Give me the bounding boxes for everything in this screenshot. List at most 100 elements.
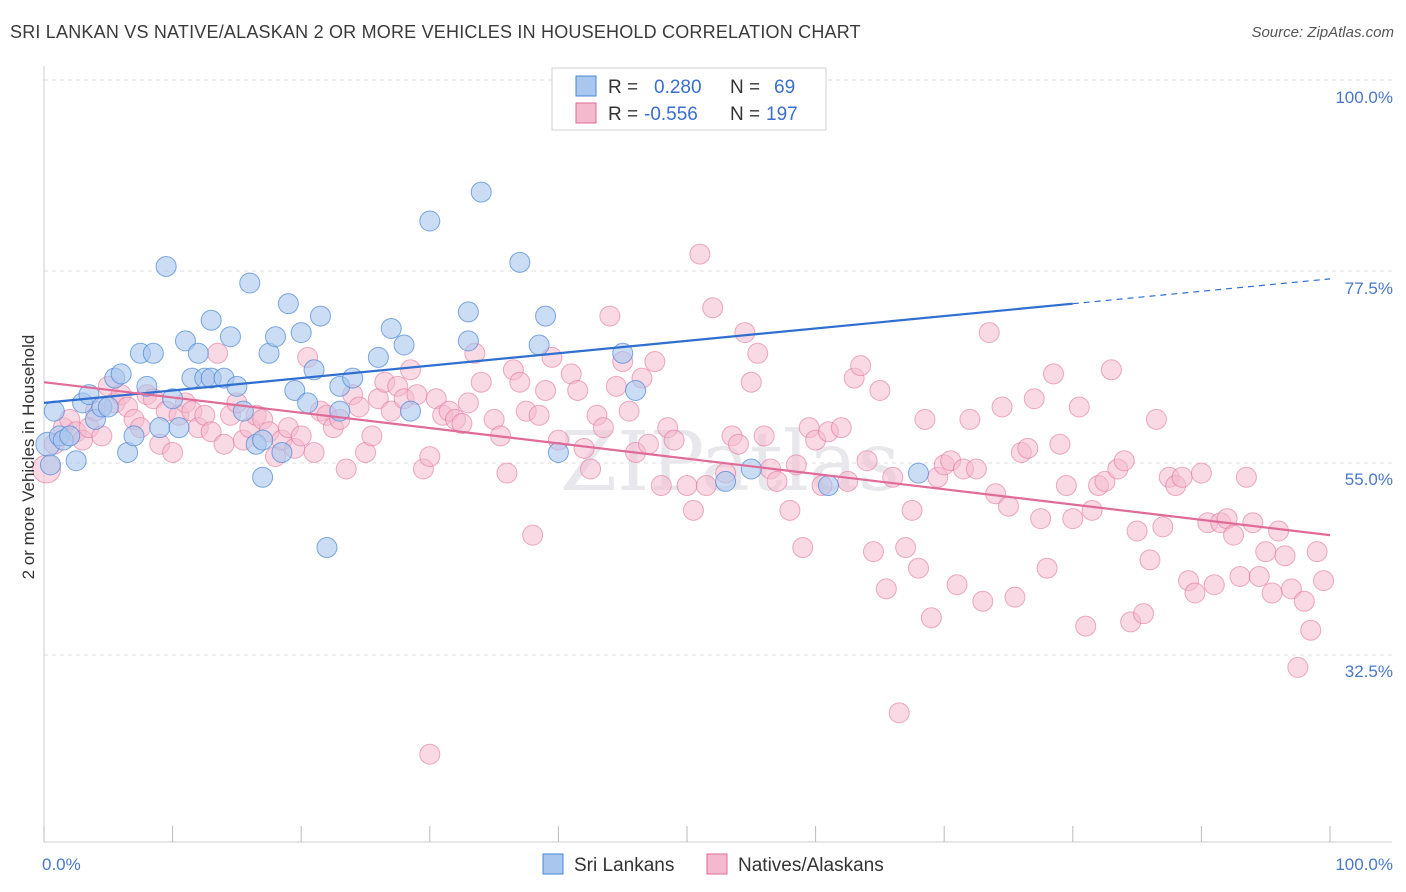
legend-swatch-blue: [575, 75, 597, 97]
point-natives-alaskans: [1023, 388, 1045, 410]
point-natives-alaskans: [702, 297, 724, 319]
point-sri-lankans: [284, 379, 306, 401]
point-natives-alaskans: [1113, 450, 1135, 472]
point-natives-alaskans: [580, 458, 602, 480]
point-sri-lankans: [303, 359, 325, 381]
legend-n-value-1: 69: [774, 77, 795, 98]
point-sri-lankans: [219, 326, 241, 348]
point-sri-lankans: [547, 441, 569, 463]
point-sri-lankans: [97, 396, 119, 418]
legend-r-label-2: R =: [608, 104, 638, 125]
point-natives-alaskans: [1062, 508, 1084, 530]
legend-r-label-1: R =: [608, 77, 638, 98]
point-sri-lankans: [187, 342, 209, 364]
point-sri-lankans: [39, 454, 61, 476]
point-natives-alaskans: [496, 462, 518, 484]
legend-swatch-natives-alaskans: [706, 853, 728, 875]
point-natives-alaskans: [837, 470, 859, 492]
chart-title: SRI LANKAN VS NATIVE/ALASKAN 2 OR MORE V…: [10, 22, 861, 42]
point-sri-lankans: [264, 326, 286, 348]
legend-sri-lankans: Sri Lankans: [574, 855, 674, 876]
point-natives-alaskans: [1075, 615, 1097, 637]
point-natives-alaskans: [1081, 499, 1103, 521]
point-natives-alaskans: [1036, 557, 1058, 579]
point-sri-lankans: [367, 346, 389, 368]
point-natives-alaskans: [419, 446, 441, 468]
trend-sri-lankans: [43, 302, 1073, 404]
point-natives-alaskans: [451, 413, 473, 435]
trend-lines: [43, 278, 1331, 537]
point-natives-alaskans: [727, 433, 749, 455]
point-natives-alaskans: [1242, 512, 1264, 534]
point-natives-alaskans: [895, 537, 917, 559]
point-sri-lankans: [123, 425, 145, 447]
point-natives-alaskans: [1190, 462, 1212, 484]
point-sri-lankans: [277, 293, 299, 315]
point-sri-lankans: [457, 330, 479, 352]
point-natives-alaskans: [907, 557, 929, 579]
point-natives-alaskans: [1017, 437, 1039, 459]
point-natives-alaskans: [599, 305, 621, 327]
point-sri-lankans: [59, 425, 81, 447]
point-sri-lankans: [342, 367, 364, 389]
point-sri-lankans: [509, 251, 531, 273]
legend-natives-alaskans: Natives/Alaskans: [738, 855, 884, 876]
point-natives-alaskans: [1235, 466, 1257, 488]
point-sri-lankans: [316, 537, 338, 559]
point-natives-alaskans: [1094, 470, 1116, 492]
point-natives-alaskans: [747, 342, 769, 364]
y-tick-labels: 100.0% 77.5% 55.0% 32.5%: [1335, 88, 1393, 681]
legend-r-value-1: 0.280: [654, 77, 702, 98]
series-sri-lankans: [35, 181, 929, 559]
point-sri-lankans: [136, 375, 158, 397]
point-natives-alaskans: [457, 392, 479, 414]
point-natives-alaskans: [592, 417, 614, 439]
series-natives-alaskans: [32, 243, 1335, 765]
point-sri-lankans: [149, 417, 171, 439]
point-natives-alaskans: [335, 458, 357, 480]
point-natives-alaskans: [689, 243, 711, 265]
x-tick-label-min: 0.0%: [42, 855, 81, 874]
point-natives-alaskans: [779, 499, 801, 521]
point-natives-alaskans: [637, 433, 659, 455]
point-natives-alaskans: [1293, 590, 1315, 612]
point-natives-alaskans: [213, 433, 235, 455]
y-tick-label: 55.0%: [1345, 470, 1393, 489]
point-natives-alaskans: [1055, 475, 1077, 497]
point-natives-alaskans: [1049, 433, 1071, 455]
point-natives-alaskans: [695, 475, 717, 497]
point-natives-alaskans: [869, 379, 891, 401]
point-sri-lankans: [470, 181, 492, 203]
point-natives-alaskans: [207, 342, 229, 364]
legend-n-label-1: N =: [730, 77, 760, 98]
point-natives-alaskans: [535, 379, 557, 401]
point-sri-lankans: [715, 470, 737, 492]
point-natives-alaskans: [1133, 603, 1155, 625]
point-natives-alaskans: [1004, 586, 1026, 608]
legend-swatch-sri-lankans: [542, 853, 564, 875]
point-sri-lankans: [309, 305, 331, 327]
point-natives-alaskans: [509, 371, 531, 393]
point-sri-lankans: [380, 317, 402, 339]
point-sri-lankans: [290, 322, 312, 344]
point-sri-lankans: [239, 272, 261, 294]
point-natives-alaskans: [901, 499, 923, 521]
point-natives-alaskans: [965, 458, 987, 480]
point-sri-lankans: [457, 301, 479, 323]
point-natives-alaskans: [785, 454, 807, 476]
y-tick-label: 77.5%: [1345, 279, 1393, 298]
series-legend: Sri Lankans Natives/Alaskans: [542, 853, 884, 876]
point-natives-alaskans: [1268, 520, 1290, 542]
point-natives-alaskans: [567, 379, 589, 401]
point-natives-alaskans: [1043, 363, 1065, 385]
point-natives-alaskans: [734, 322, 756, 344]
point-natives-alaskans: [914, 408, 936, 430]
point-natives-alaskans: [1248, 565, 1270, 587]
point-sri-lankans: [110, 363, 132, 385]
point-natives-alaskans: [888, 702, 910, 724]
point-sri-lankans: [535, 305, 557, 327]
point-natives-alaskans: [1171, 466, 1193, 488]
grid-lines: [44, 79, 1392, 656]
point-natives-alaskans: [1313, 570, 1335, 592]
point-natives-alaskans: [419, 743, 441, 765]
